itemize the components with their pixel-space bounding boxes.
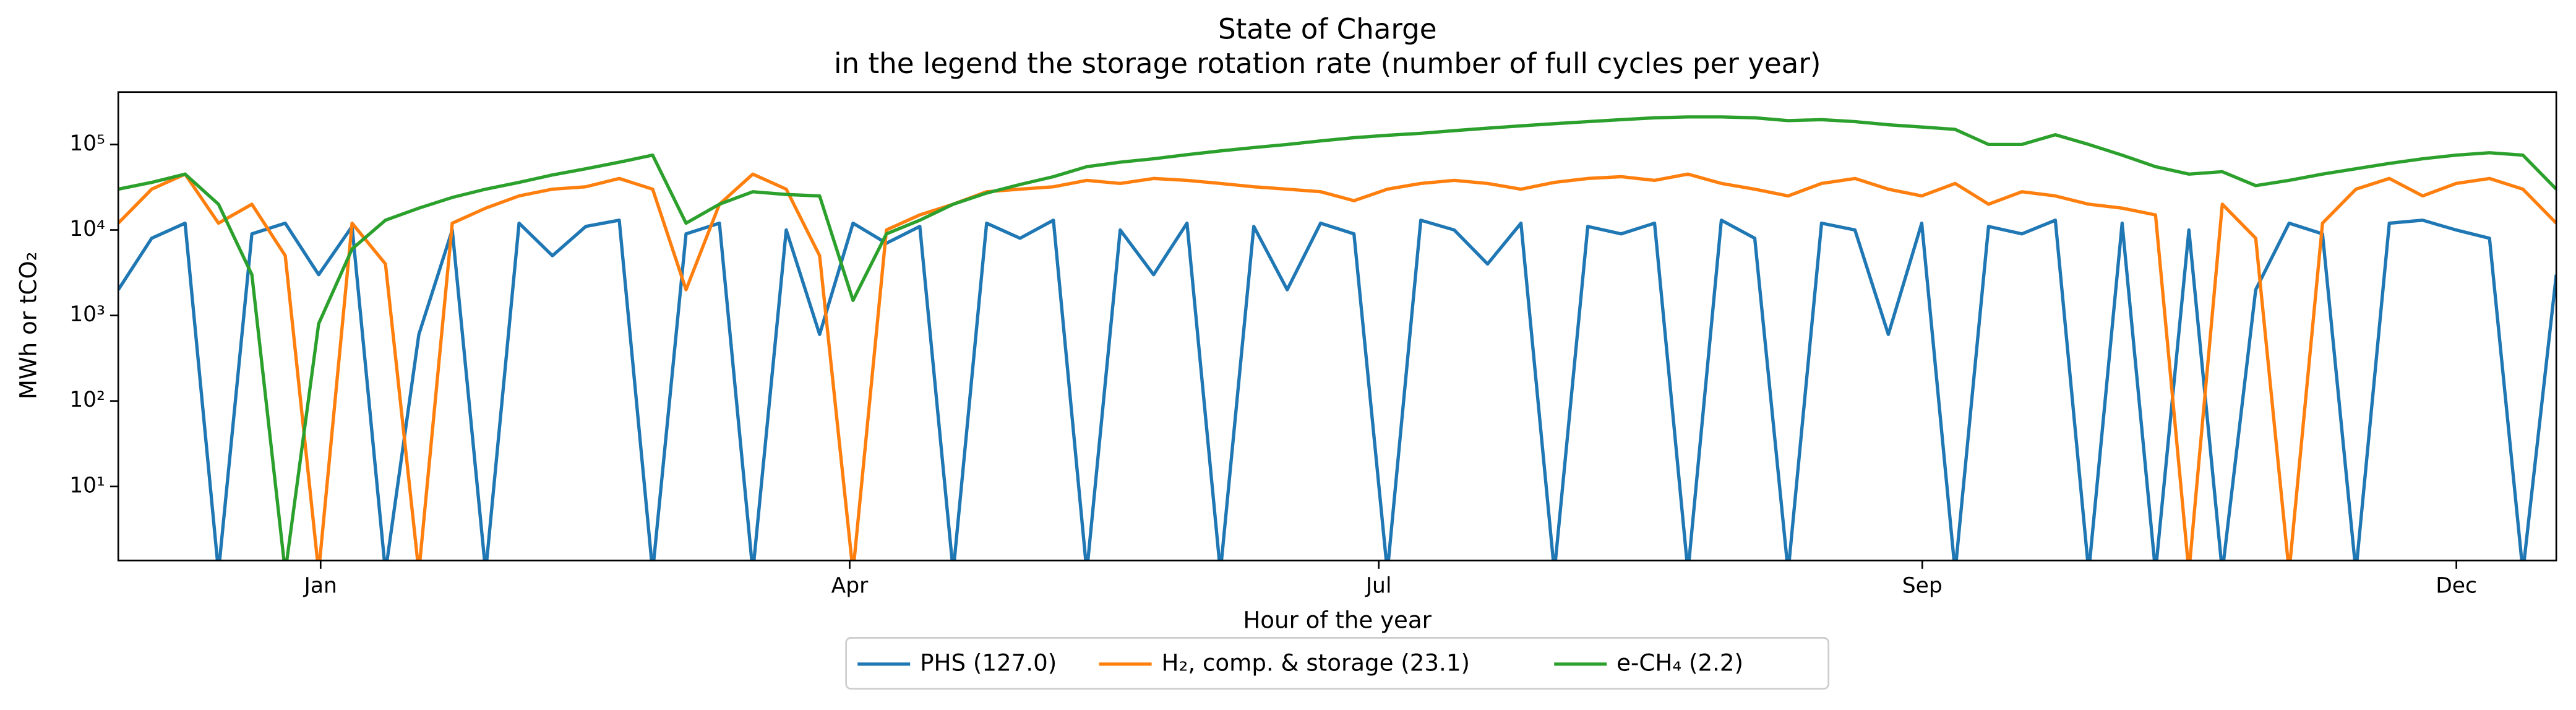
chart-subtitle: in the legend the storage rotation rate … [834, 47, 1821, 80]
x-tick-label: Sep [1902, 574, 1943, 599]
x-axis-label: Hour of the year [1243, 606, 1432, 633]
x-tick-label: Jan [303, 574, 337, 599]
plot-frame [117, 91, 2557, 561]
legend-label: e-CH₄ (2.2) [1616, 649, 1743, 676]
x-tick-label: Jul [1365, 574, 1392, 599]
x-tick-label: Dec [2436, 574, 2477, 599]
y-tick-label: 10⁴ [69, 217, 105, 241]
x-tick-label: Apr [831, 574, 869, 599]
series-line [118, 172, 2557, 561]
y-tick-label: 10¹ [69, 473, 105, 498]
legend-label: H₂, comp. & storage (23.1) [1162, 649, 1470, 676]
series-line [118, 115, 2557, 561]
y-axis-label: MWh or tCO₂ [14, 252, 41, 400]
chart-title: State of Charge [1218, 12, 1437, 45]
y-tick-label: 10³ [69, 302, 105, 327]
y-tick-label: 10⁵ [69, 131, 105, 156]
series-line [118, 219, 2557, 561]
legend-label: PHS (127.0) [920, 649, 1057, 676]
y-tick-label: 10² [69, 387, 105, 412]
legend-box [845, 637, 1830, 690]
